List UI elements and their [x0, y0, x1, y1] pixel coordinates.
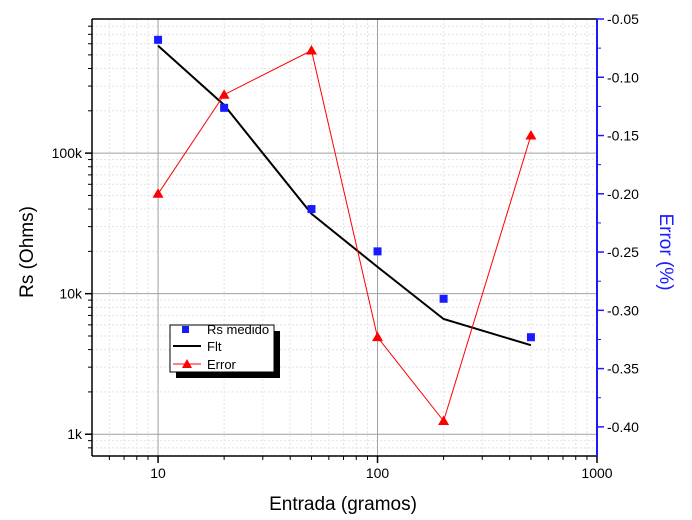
x-tick-label: 100 — [366, 465, 390, 481]
fit-line — [157, 45, 532, 347]
y2-axis-title: Error (%) — [655, 213, 676, 290]
y-tick-label: 100k — [52, 145, 83, 161]
y2-tick-label: -0.30 — [607, 302, 639, 318]
error-point — [438, 415, 450, 426]
rs-medido-point — [220, 103, 229, 112]
y2-tick-label: -0.20 — [607, 186, 639, 202]
series-measured — [154, 35, 535, 342]
x-axis-title: Entrada (gramos) — [269, 494, 417, 515]
y2-tick-label: -0.40 — [607, 419, 639, 435]
legend-label-rs-medido: Rs medido — [207, 322, 269, 337]
legend-label-flt: Flt — [207, 339, 222, 354]
error-line — [157, 49, 532, 423]
error-point — [152, 188, 164, 198]
y-axis-title: Rs (Ohms) — [17, 206, 38, 298]
series-fit — [157, 45, 532, 347]
y-tick-label: 1k — [67, 426, 83, 442]
rs-medido-point — [526, 333, 535, 342]
y2-tick-label: -0.15 — [607, 128, 639, 144]
legend: Rs medido Flt Error — [169, 322, 280, 378]
rs-medido-point — [439, 294, 448, 303]
ticks: 10 100 1000 1k 10k 100k -0.05 -0.10 -0.15 -0.20 -0… — [52, 11, 639, 481]
rs-medido-point — [154, 35, 163, 44]
major-grid — [92, 19, 597, 456]
legend-label-error: Error — [207, 357, 237, 372]
x-tick-label: 10 — [150, 465, 166, 481]
y2-tick-label: -0.35 — [607, 361, 639, 377]
error-point — [525, 130, 537, 140]
rs-medido-point — [373, 247, 382, 256]
y2-tick-label: -0.05 — [607, 11, 639, 27]
y-tick-label: 10k — [59, 286, 83, 302]
legend-marker-rs-medido — [182, 326, 189, 333]
axes — [91, 18, 598, 457]
legend-marker-error — [182, 359, 192, 368]
error-point — [305, 44, 317, 55]
error-point — [218, 89, 230, 99]
y2-tick-label: -0.10 — [607, 69, 639, 85]
series-error — [152, 44, 537, 426]
y2-tick-label: -0.25 — [607, 244, 639, 260]
x-tick-label: 1000 — [581, 465, 612, 481]
error-point — [372, 331, 384, 342]
rs-medido-point — [307, 205, 316, 214]
